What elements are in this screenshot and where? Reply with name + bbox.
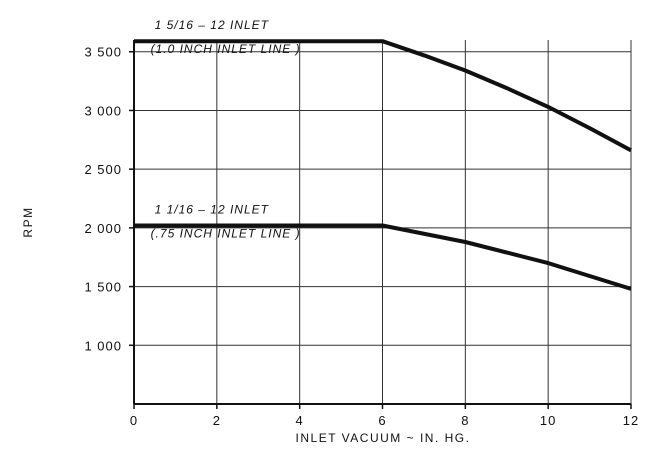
series-labels: 1 5/16 – 12 INLET (1.0 INCH INLET LINE ) 1… [151,18,301,241]
x-tick-label-10: 10 [540,413,556,428]
series-1-label-line-1: 1 5/16 – 12 INLET [155,18,270,32]
x-tick-label-8: 8 [461,413,469,428]
x-tick-labels: 0 2 4 6 8 10 12 [130,413,639,428]
y-tick-label-3000: 3 000 [84,103,122,118]
y-tick-label-1000: 1 000 [84,338,122,353]
series-lines [134,39,632,291]
y-tick-label-2500: 2 500 [84,162,122,177]
x-tick-label-2: 2 [213,413,221,428]
x-axis-label: INLET VACUUM ~ IN. HG. [296,431,471,445]
grid [133,40,632,404]
y-tick-labels: 1 000 1 500 2 000 2 500 3 000 3 500 [84,45,122,354]
y-tick-label-2000: 2 000 [84,221,122,236]
axes [129,40,632,409]
x-tick-label-0: 0 [130,413,138,428]
y-axis-label: RPM [21,206,35,237]
y-tick-label-3500: 3 500 [84,45,122,60]
series-1-label-line-2: (1.0 INCH INLET LINE ) [151,42,301,56]
x-tick-label-4: 4 [296,413,304,428]
y-tick-label-1500: 1 500 [84,280,122,295]
series-line-1 [134,39,632,153]
series-line-2 [134,223,632,291]
series-2-label-line-2: (.75 INCH INLET LINE ) [151,227,301,241]
series-2-label-line-1: 1 1/16 – 12 INLET [155,203,270,217]
x-tick-label-12: 12 [623,413,639,428]
x-tick-label-6: 6 [378,413,386,428]
